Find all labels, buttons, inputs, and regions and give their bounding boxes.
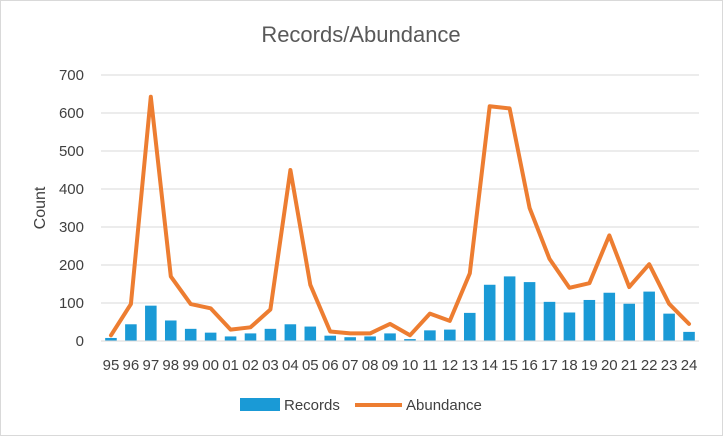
- records-bar: [384, 333, 396, 341]
- abundance-line: [109, 94, 691, 338]
- x-tick-label: 97: [142, 357, 159, 374]
- records-bar: [523, 282, 536, 341]
- x-tick-label: 11: [422, 357, 438, 374]
- x-tick-label: 16: [521, 357, 538, 374]
- records-bar: [404, 339, 416, 341]
- records-bar: [643, 291, 655, 341]
- records-bar: [224, 336, 237, 341]
- x-tick-label: 24: [681, 357, 698, 374]
- records-bar: [304, 326, 317, 341]
- x-tick-label: 07: [342, 357, 359, 374]
- x-axis-ticks: 95 96 97 98 99 00 01 02 03 04 05 06 07 08 09 10 11 12 13 14…: [103, 357, 698, 374]
- x-tick-label: 09: [382, 357, 399, 374]
- records-bar: [683, 331, 695, 341]
- x-tick-label: 12: [441, 357, 458, 374]
- records-bar: [145, 305, 157, 341]
- y-tick-label: 700: [59, 67, 84, 84]
- y-tick-label: 0: [76, 333, 84, 350]
- x-tick-label: 13: [461, 357, 478, 374]
- records-bar: [623, 303, 636, 341]
- x-tick-label: 98: [162, 357, 179, 374]
- records-bar: [543, 301, 556, 341]
- x-tick-label: 20: [601, 357, 618, 374]
- legend: Records Abundance: [240, 397, 482, 414]
- x-tick-label: 21: [621, 357, 638, 374]
- records-bar: [424, 330, 436, 341]
- records-bar: [603, 292, 616, 341]
- legend-records-label: Records: [284, 397, 340, 414]
- y-axis-ticks: 0 100 200 300 400 500 600 700: [59, 67, 84, 350]
- records-bar: [264, 328, 277, 341]
- x-tick-label: 22: [641, 357, 658, 374]
- records-bars: [105, 276, 695, 341]
- records-bar: [204, 332, 217, 341]
- y-tick-label: 600: [59, 105, 84, 122]
- chart-title: Records/Abundance: [261, 22, 460, 47]
- records-bar: [663, 313, 675, 341]
- abundance-line-layer: [109, 94, 691, 338]
- y-tick-label: 200: [59, 257, 84, 274]
- x-tick-label: 18: [561, 357, 578, 374]
- gridlines: [101, 74, 699, 304]
- records-bar: [284, 324, 297, 341]
- x-tick-label: 23: [661, 357, 678, 374]
- records-bar: [483, 284, 496, 341]
- x-tick-label: 05: [302, 357, 319, 374]
- records-bar: [164, 320, 177, 341]
- x-tick-label: 17: [541, 357, 558, 374]
- x-tick-label: 01: [222, 357, 239, 374]
- x-tick-label: 15: [501, 357, 518, 374]
- y-tick-label: 400: [59, 181, 84, 198]
- records-bar: [503, 276, 516, 341]
- x-tick-label: 96: [123, 357, 140, 374]
- x-tick-label: 02: [242, 357, 259, 374]
- x-tick-label: 99: [182, 357, 199, 374]
- records-bar: [125, 324, 137, 341]
- records-bar: [244, 333, 257, 341]
- legend-records-swatch: [240, 398, 280, 411]
- y-tick-label: 100: [59, 295, 84, 312]
- records-bar: [364, 336, 376, 341]
- y-tick-label: 500: [59, 143, 84, 160]
- x-tick-label: 95: [103, 357, 120, 374]
- x-tick-label: 10: [402, 357, 419, 374]
- records-bar: [344, 337, 356, 341]
- legend-abundance-label: Abundance: [406, 397, 482, 414]
- y-tick-label: 300: [59, 219, 84, 236]
- x-tick-label: 00: [202, 357, 219, 374]
- x-tick-label: 08: [362, 357, 379, 374]
- records-bar: [463, 312, 476, 341]
- x-tick-label: 06: [322, 357, 339, 374]
- records-bar: [324, 335, 337, 341]
- records-bar: [583, 299, 596, 341]
- records-bar: [105, 337, 117, 341]
- x-tick-label: 03: [262, 357, 279, 374]
- records-bar: [184, 328, 197, 341]
- x-tick-label: 19: [581, 357, 598, 374]
- x-tick-label: 04: [282, 357, 299, 374]
- y-axis-label: Count: [32, 186, 49, 229]
- records-bar: [444, 329, 456, 341]
- x-tick-label: 14: [481, 357, 498, 374]
- records-bar: [563, 312, 576, 341]
